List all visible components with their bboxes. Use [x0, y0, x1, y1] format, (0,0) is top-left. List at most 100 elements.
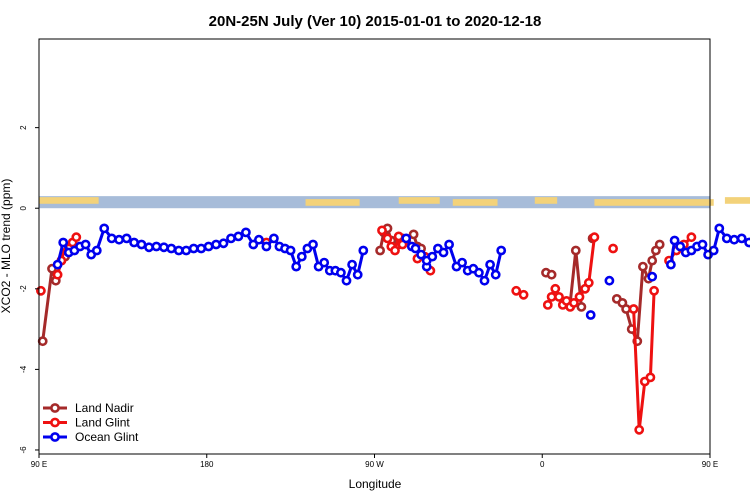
map-band	[39, 196, 750, 209]
data-point	[645, 372, 656, 383]
legend-item: Land Nadir	[43, 401, 134, 415]
x-axis: 90 E 180 90 W 0 90 E	[31, 454, 718, 469]
data-point	[410, 243, 421, 254]
data-point	[91, 245, 102, 256]
series-3	[401, 233, 596, 320]
data-point	[358, 245, 369, 256]
data-point	[638, 261, 648, 272]
legend-label: Ocean Glint	[75, 430, 139, 444]
data-point	[114, 234, 124, 245]
data-point	[721, 233, 732, 244]
chart-title: 20N-25N July (Ver 10) 2015-01-01 to 2020…	[209, 13, 542, 30]
data-point	[634, 424, 645, 435]
data-point	[347, 259, 357, 270]
data-point	[649, 285, 659, 296]
y-tick-label: 0	[19, 205, 28, 210]
data-point	[136, 239, 147, 250]
series-line	[56, 226, 365, 283]
legend-swatch-marker	[50, 403, 60, 413]
legend-label: Land Glint	[75, 416, 130, 430]
map-land	[534, 197, 558, 204]
data-point	[352, 269, 363, 280]
data-point	[736, 233, 747, 244]
data-point	[129, 237, 139, 248]
data-point	[211, 239, 221, 250]
y-tick-label: -6	[19, 446, 28, 454]
data-point	[714, 223, 725, 234]
data-point	[181, 245, 192, 256]
data-point	[151, 241, 162, 252]
data-point	[296, 251, 307, 262]
data-point	[697, 239, 708, 250]
data-point	[729, 234, 740, 245]
data-point	[382, 233, 393, 244]
data-point	[408, 229, 419, 240]
data-point	[457, 257, 467, 268]
legend-item: Ocean Glint	[43, 430, 139, 444]
data-point	[576, 301, 587, 312]
data-point	[708, 245, 719, 256]
data-point	[686, 232, 697, 243]
data-point	[308, 239, 318, 250]
data-point	[654, 239, 665, 250]
data-point	[473, 267, 484, 278]
data-point	[36, 285, 46, 296]
data-point	[52, 259, 63, 270]
series-2	[52, 223, 750, 286]
x-tick-label: 180	[200, 460, 214, 469]
data-point	[438, 247, 449, 258]
data-point	[377, 225, 387, 236]
data-point	[744, 237, 750, 248]
map-land	[724, 197, 750, 204]
data-point	[496, 245, 507, 256]
data-point	[490, 269, 501, 280]
data-point	[628, 304, 639, 314]
data-point	[511, 285, 522, 296]
data-point	[37, 336, 48, 347]
data-point	[518, 289, 529, 300]
y-tick-label: -2	[19, 285, 28, 293]
data-point	[550, 283, 561, 294]
data-point	[546, 269, 557, 280]
x-tick-label: 90 E	[702, 460, 718, 469]
data-point	[604, 275, 615, 286]
data-point	[583, 277, 594, 288]
data-point	[268, 233, 279, 244]
data-point	[621, 304, 631, 314]
data-point	[144, 242, 154, 253]
data-point	[608, 243, 618, 254]
data-point	[569, 297, 579, 308]
x-tick-label: 90 W	[365, 460, 384, 469]
map-land	[305, 199, 360, 206]
data-point	[341, 275, 352, 286]
data-point	[669, 235, 680, 246]
data-point	[233, 231, 244, 242]
data-point	[253, 234, 264, 245]
data-point	[570, 245, 581, 256]
data-point	[335, 267, 346, 278]
data-point	[80, 239, 91, 250]
legend-label: Land Nadir	[75, 401, 134, 415]
data-point	[196, 243, 207, 254]
x-tick-label: 0	[540, 460, 545, 469]
data-point	[291, 261, 302, 272]
data-point	[188, 243, 199, 254]
data-point	[542, 299, 553, 310]
x-tick-label: 90 E	[31, 460, 47, 469]
data-point	[203, 241, 214, 252]
series-layer	[36, 223, 750, 435]
y-axis-label: XCO2 - MLO trend (ppm)	[0, 179, 13, 314]
y-tick-label: -4	[19, 365, 28, 373]
data-point	[158, 242, 169, 253]
data-point	[285, 245, 296, 256]
y-tick-label: 2	[19, 125, 28, 130]
data-point	[647, 271, 658, 282]
data-point	[427, 251, 438, 262]
data-point	[106, 233, 117, 244]
data-point	[675, 241, 686, 252]
data-point	[589, 232, 600, 243]
map-land	[594, 199, 714, 206]
data-point	[393, 231, 404, 242]
data-point	[485, 259, 495, 270]
